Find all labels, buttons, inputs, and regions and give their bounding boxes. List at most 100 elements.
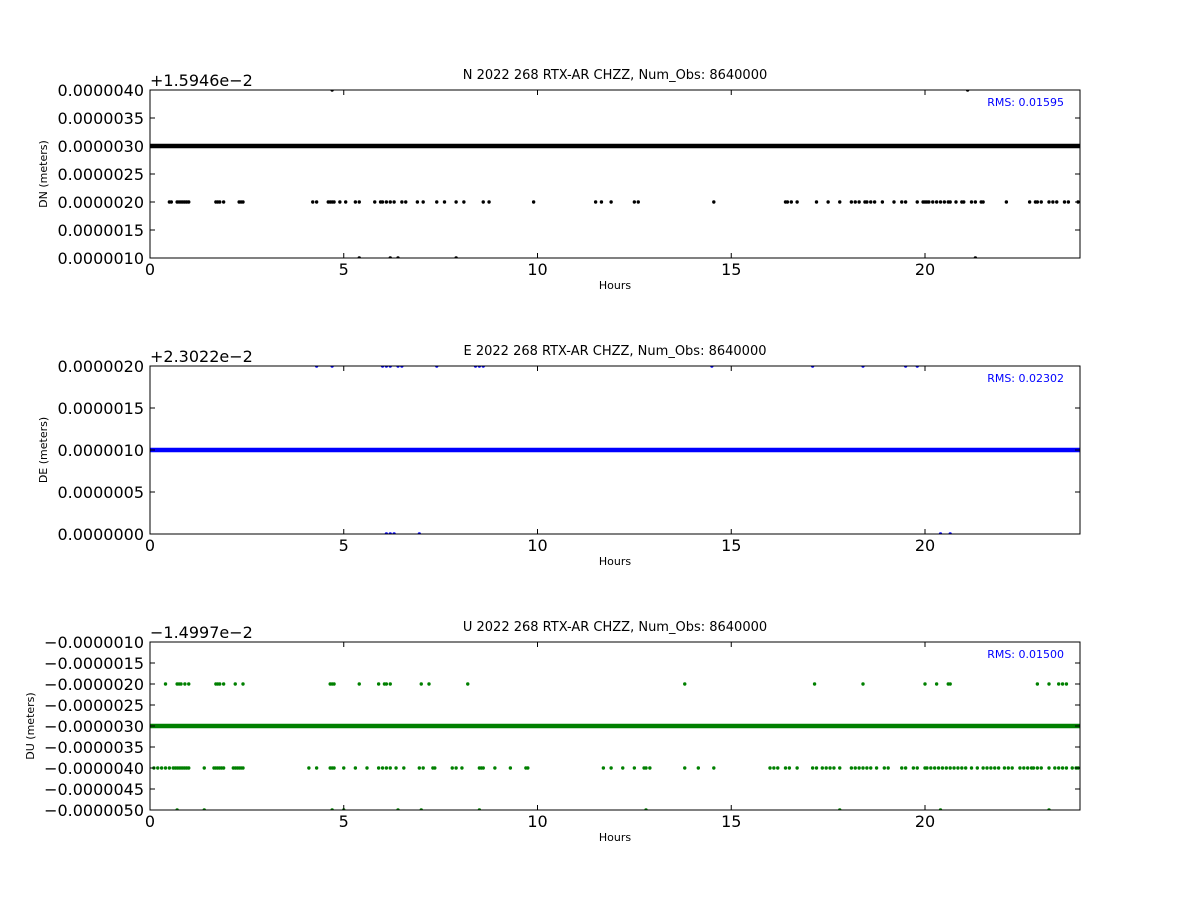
data-point — [936, 766, 941, 770]
data-point — [954, 200, 958, 204]
data-point — [314, 766, 319, 770]
data-point — [353, 766, 358, 770]
data-point — [599, 200, 604, 204]
data-point — [394, 766, 398, 770]
data-point — [1039, 200, 1043, 204]
data-point — [311, 200, 315, 204]
data-point — [696, 766, 701, 770]
data-point — [683, 766, 687, 770]
data-point — [865, 766, 869, 770]
data-point — [442, 200, 447, 204]
data-point — [1070, 766, 1074, 770]
data-point — [462, 200, 466, 204]
data-point — [353, 200, 358, 204]
x-tick-label: 5 — [339, 812, 349, 831]
data-point — [365, 766, 369, 770]
data-point — [1047, 200, 1051, 204]
data-point — [376, 682, 381, 686]
data-layer — [150, 366, 1080, 534]
data-point — [307, 766, 311, 770]
data-point — [632, 200, 637, 204]
x-tick-label: 15 — [721, 260, 741, 279]
rms-annotation: RMS: 0.01500 — [987, 648, 1064, 661]
data-point — [156, 766, 160, 770]
data-point — [218, 682, 222, 686]
data-layer — [150, 682, 1080, 810]
data-point — [487, 200, 491, 204]
data-point — [202, 766, 206, 770]
data-point — [985, 766, 989, 770]
data-point — [1051, 200, 1055, 204]
data-point — [526, 766, 530, 770]
data-point — [179, 682, 183, 686]
data-point — [1004, 200, 1009, 204]
y-tick-label: −0.0000035 — [44, 738, 144, 757]
x-tick-label: 0 — [145, 536, 155, 555]
data-point — [828, 766, 832, 770]
data-point — [969, 200, 974, 204]
data-point — [221, 682, 226, 686]
x-tick-label: 20 — [915, 260, 935, 279]
data-point — [314, 200, 319, 204]
data-point — [960, 766, 964, 770]
data-point — [795, 766, 799, 770]
data-point — [1035, 766, 1040, 770]
x-tick-label: 5 — [339, 536, 349, 555]
x-tick-label: 5 — [339, 260, 349, 279]
data-point — [384, 682, 389, 686]
axes-frame — [149, 89, 1081, 259]
data-point — [874, 766, 879, 770]
data-point — [1039, 766, 1043, 770]
y-tick-label: 0.0000020 — [57, 193, 144, 212]
rms-annotation: RMS: 0.01595 — [987, 96, 1064, 109]
data-point — [163, 682, 168, 686]
data-point — [838, 200, 842, 204]
y-tick-label: −0.0000020 — [44, 675, 144, 694]
data-point — [993, 766, 997, 770]
data-point — [1022, 766, 1026, 770]
data-point — [814, 766, 819, 770]
data-point — [481, 200, 485, 204]
data-point — [1025, 766, 1030, 770]
y-axis-label: DN (meters) — [37, 140, 50, 208]
data-point — [450, 766, 454, 770]
data-point — [433, 766, 437, 770]
y-tick-label: 0.0000010 — [57, 249, 144, 268]
y-axis-label: DE (meters) — [37, 417, 50, 483]
data-point — [454, 200, 458, 204]
data-point — [621, 766, 625, 770]
data-point — [923, 682, 927, 686]
data-point — [783, 766, 788, 770]
data-point — [826, 200, 830, 204]
chart-title: U 2022 268 RTX-AR CHZZ, Num_Obs: 8640000 — [463, 620, 767, 635]
data-point — [768, 766, 772, 770]
data-point — [989, 766, 993, 770]
data-point — [857, 200, 861, 204]
data-point — [880, 200, 885, 204]
data-point — [187, 682, 191, 686]
data-point — [1018, 766, 1022, 770]
data-point — [872, 200, 877, 204]
data-point — [814, 200, 819, 204]
data-point — [435, 200, 439, 204]
data-point — [929, 766, 933, 770]
data-point — [332, 200, 336, 204]
data-point — [159, 766, 164, 770]
data-point — [981, 766, 985, 770]
data-point — [956, 766, 960, 770]
data-point — [861, 682, 865, 686]
data-point — [342, 766, 346, 770]
data-point — [508, 766, 513, 770]
data-point — [892, 200, 896, 204]
y-tick-label: 0.0000025 — [57, 165, 144, 184]
data-point — [1056, 766, 1061, 770]
data-point — [1006, 766, 1011, 770]
data-point — [810, 766, 815, 770]
data-point — [820, 766, 825, 770]
data-point — [927, 200, 931, 204]
data-point — [1066, 200, 1071, 204]
x-axis-label: Hours — [599, 831, 631, 844]
x-tick-label: 0 — [145, 260, 155, 279]
y-tick-label: −0.0000045 — [44, 780, 144, 799]
